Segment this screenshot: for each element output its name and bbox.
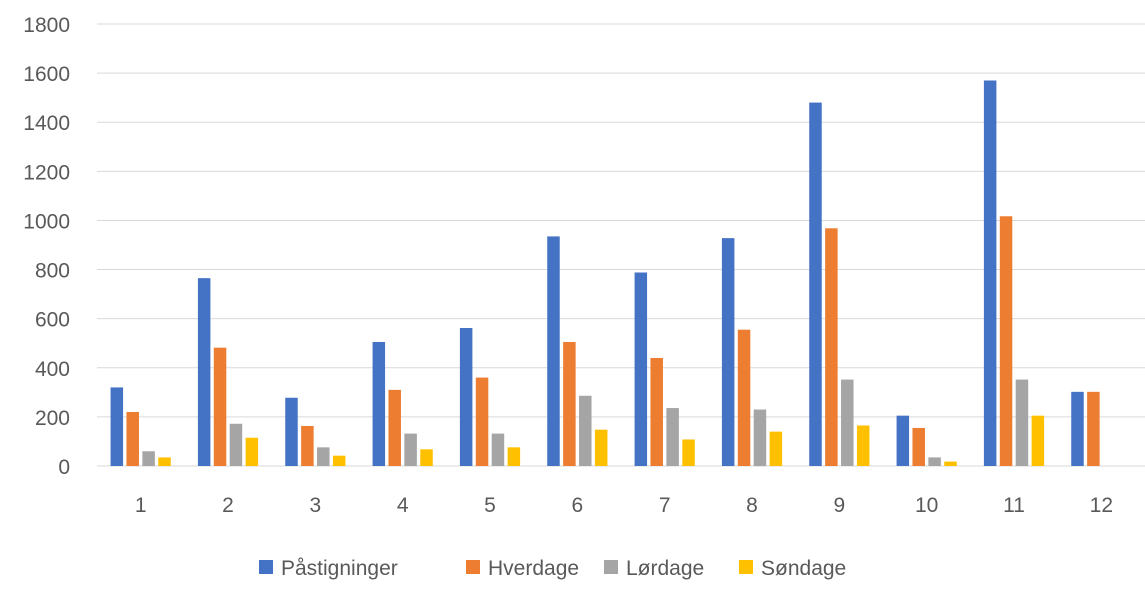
gridlines [97,23,1145,467]
bar-s-ndage-5 [507,447,521,466]
bar-p-stigninger-10 [896,415,910,466]
legend-label: Hverdage [488,557,579,580]
x-axis: 1 2 3 4 5 6 7 8 9 10 11 12 [135,494,1113,517]
bar-hverdage-6 [563,341,576,466]
y-tick-label: 200 [35,407,70,430]
bar-s-ndage-8 [769,431,783,466]
bar-hverdage-5 [475,377,489,466]
legend-swatch [604,560,618,574]
bar-l-rdage-5 [491,433,505,466]
legend-label: Søndage [761,557,846,580]
legend-swatch [739,560,753,574]
x-tick-label: 3 [309,494,321,517]
bar-l-rdage-1 [142,451,155,466]
legend-item: Påstigninger [259,557,398,580]
x-tick-label: 12 [1090,494,1113,517]
legend-swatch [259,560,273,574]
y-tick-label: 400 [35,358,70,381]
bar-p-stigninger-5 [459,327,473,466]
bar-p-stigninger-11 [983,80,997,466]
bar-l-rdage-4 [404,433,417,466]
bar-s-ndage-2 [245,437,259,466]
bar-s-ndage-10 [944,461,957,466]
bar-hverdage-8 [737,329,751,466]
y-tick-label: 800 [35,260,70,283]
bar-l-rdage-9 [841,379,854,466]
legend: Påstigninger Hverdage Lørdage Søndage [259,557,846,580]
bar-s-ndage-4 [420,449,433,466]
bar-hverdage-12 [1087,391,1100,466]
y-tick-label: 1400 [23,112,70,135]
bar-s-ndage-1 [158,457,171,466]
x-tick-label: 10 [915,494,938,517]
bar-p-stigninger-2 [197,278,211,466]
bar-p-stigninger-3 [285,397,298,466]
bar-p-stigninger-1 [110,387,124,466]
bar-hverdage-4 [388,389,401,466]
legend-label: Lørdage [626,557,704,580]
x-tick-label: 1 [135,494,147,517]
bar-l-rdage-2 [229,423,243,466]
bar-p-stigninger-7 [634,272,648,466]
bar-s-ndage-6 [594,429,608,466]
bar-p-stigninger-12 [1071,391,1084,466]
x-tick-label: 8 [746,494,758,517]
y-tick-label: 1800 [23,14,70,37]
bar-p-stigninger-9 [809,102,822,467]
bar-hverdage-11 [999,216,1013,466]
legend-label: Påstigninger [281,557,398,580]
legend-item: Lørdage [604,557,704,580]
bar-l-rdage-6 [579,395,592,466]
bar-s-ndage-11 [1031,415,1045,466]
x-tick-label: 9 [833,494,845,517]
legend-swatch [466,560,480,574]
bar-hverdage-10 [912,427,925,466]
bar-hverdage-1 [126,411,139,466]
bar-s-ndage-3 [332,455,346,466]
x-tick-label: 6 [571,494,583,517]
x-tick-label: 7 [659,494,671,517]
bars [110,80,1100,467]
bar-p-stigninger-8 [721,238,735,466]
legend-item: Hverdage [466,557,579,580]
bar-hverdage-2 [213,347,227,466]
bar-p-stigninger-4 [372,341,386,466]
bar-l-rdage-3 [317,447,330,466]
x-tick-label: 11 [1003,494,1025,517]
bar-l-rdage-10 [928,457,941,466]
x-tick-label: 4 [397,494,409,517]
bar-l-rdage-11 [1015,379,1029,466]
x-tick-label: 5 [484,494,496,517]
bar-l-rdage-7 [666,408,679,466]
y-tick-label: 1600 [23,63,70,86]
y-tick-label: 1200 [23,161,70,184]
y-tick-label: 600 [35,309,70,332]
legend-item: Søndage [739,557,846,580]
bar-s-ndage-7 [682,439,695,466]
bar-hverdage-3 [301,425,314,466]
x-tick-label: 2 [222,494,234,517]
bar-l-rdage-8 [753,409,767,466]
y-tick-label: 0 [58,456,70,479]
y-axis: 0 200 400 600 800 1000 1200 1400 1600 1800 [23,14,70,479]
bar-p-stigninger-6 [547,236,560,466]
bar-hverdage-7 [650,357,663,466]
y-tick-label: 1000 [23,210,70,233]
bar-hverdage-9 [825,228,838,466]
bar-s-ndage-9 [856,425,870,466]
